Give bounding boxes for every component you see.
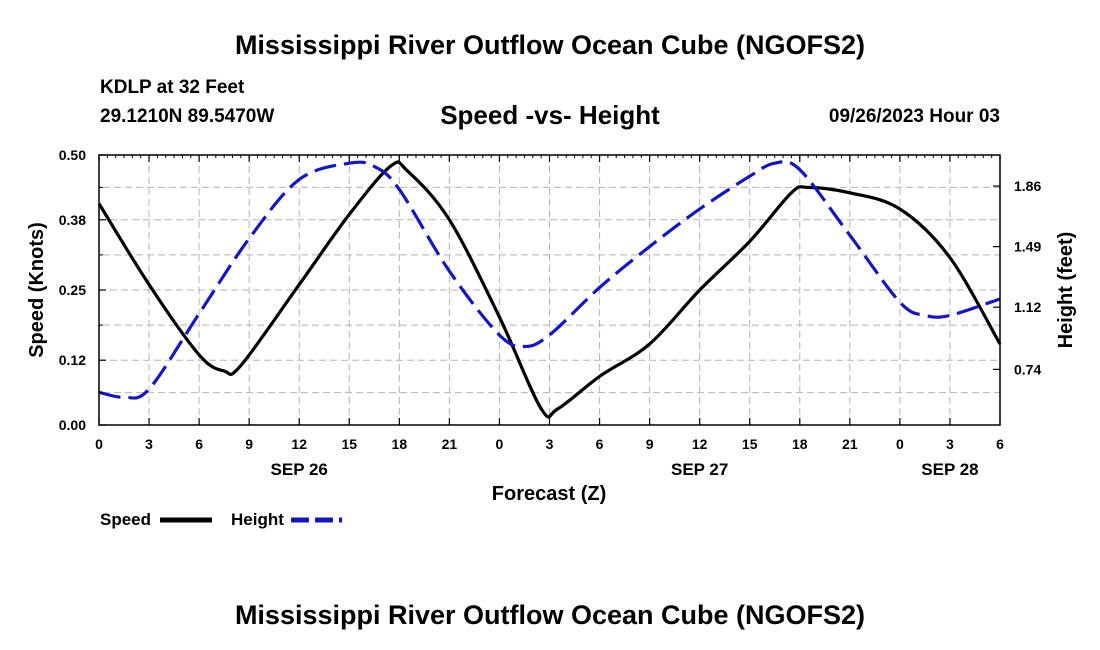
station-coordinates: 29.1210N 89.5470W xyxy=(100,106,275,127)
legend-speed-label: Speed xyxy=(100,510,152,529)
x-tick-label: 18 xyxy=(792,436,808,452)
y-axis-right-label: Height (feet) xyxy=(1055,232,1077,349)
y-left-tick-label: 0.38 xyxy=(59,212,86,228)
x-tick-label: 6 xyxy=(195,436,203,452)
speed-series-line xyxy=(97,160,1002,419)
x-tick-label: 3 xyxy=(145,436,153,452)
y-left-tick-label: 0.50 xyxy=(59,147,86,163)
series-layer xyxy=(97,159,1002,419)
y-right-tick-label: 1.86 xyxy=(1014,178,1041,194)
date-label: SEP 27 xyxy=(671,460,728,479)
y-right-tick-label: 0.74 xyxy=(1014,361,1041,377)
grid-layer xyxy=(99,155,1000,425)
x-tick-label: 0 xyxy=(95,436,103,452)
x-tick-label: 18 xyxy=(392,436,408,452)
y-right-tick-label: 1.49 xyxy=(1014,239,1041,255)
x-tick-label: 12 xyxy=(692,436,708,452)
x-tick-label: 15 xyxy=(341,436,357,452)
chart-title: Mississippi River Outflow Ocean Cube (NG… xyxy=(234,30,866,60)
x-axis-label: Forecast (Z) xyxy=(492,483,606,505)
station-label: KDLP at 32 Feet xyxy=(100,77,245,98)
x-tick-label: 3 xyxy=(946,436,954,452)
forecast-datetime: 09/26/2023 Hour 03 xyxy=(828,106,1000,127)
x-tick-label: 21 xyxy=(442,436,458,452)
x-tick-label: 21 xyxy=(842,436,858,452)
x-tick-label: 6 xyxy=(996,436,1004,452)
x-tick-label: 15 xyxy=(742,436,758,452)
x-tick-label: 3 xyxy=(546,436,554,452)
chart-title-footer: Mississippi River Outflow Ocean Cube (NG… xyxy=(234,600,866,630)
y-left-tick-label: 0.12 xyxy=(59,352,86,368)
x-tick-label: 0 xyxy=(496,436,504,452)
x-tick-label: 9 xyxy=(245,436,253,452)
x-tick-label: 0 xyxy=(896,436,904,452)
height-series-line xyxy=(98,159,1001,400)
y-axis-left-label: Speed (Knots) xyxy=(26,222,48,358)
x-tick-label: 12 xyxy=(291,436,307,452)
x-tick-label: 9 xyxy=(646,436,654,452)
legend-height-label: Height xyxy=(231,510,284,529)
y-left-tick-label: 0.00 xyxy=(59,417,86,433)
date-label: SEP 26 xyxy=(271,460,328,479)
y-left-tick-label: 0.25 xyxy=(59,282,86,298)
axis-layer: 0 3 6 9 12 15 18 21 0 3 6 9 12 15 18 21 0 3 6 SEP 26 SEP 27 S… xyxy=(59,147,1042,479)
y-right-tick-label: 1.12 xyxy=(1014,299,1041,315)
date-label: SEP 28 xyxy=(921,460,978,479)
chart-subtitle: Speed -vs- Height xyxy=(440,100,660,130)
x-tick-label: 6 xyxy=(596,436,604,452)
